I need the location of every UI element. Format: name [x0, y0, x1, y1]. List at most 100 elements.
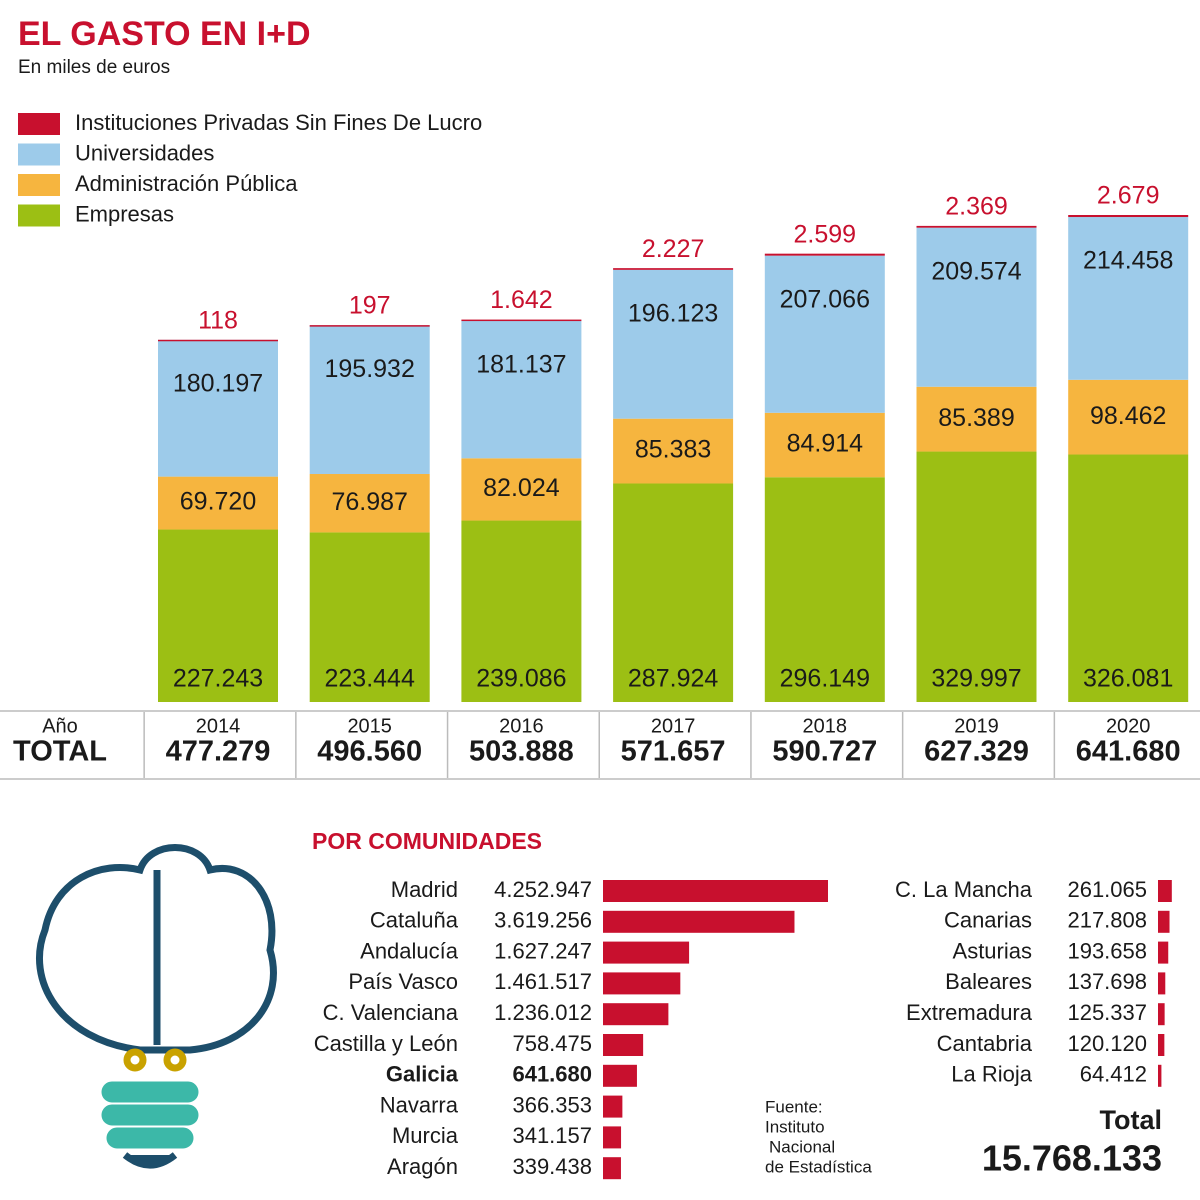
bar-segment — [764, 477, 885, 702]
value-label: 2.227 — [642, 235, 705, 263]
category-label: Baleares — [945, 969, 1032, 994]
bar-segment — [613, 269, 734, 419]
bar-segment — [309, 473, 430, 533]
bar-segment — [158, 339, 278, 342]
bar-segment — [461, 520, 582, 702]
value-label: 180.197 — [173, 369, 263, 397]
value-label: 195.932 — [325, 355, 415, 383]
bar — [603, 880, 828, 902]
grand-total-value: 15.768.133 — [982, 1138, 1162, 1179]
x-tick-label: 2018 — [803, 715, 848, 737]
value-label: 366.353 — [512, 1092, 592, 1117]
brain-illustration — [36, 844, 277, 1169]
value-label: 326.081 — [1083, 665, 1173, 693]
value-label: 193.658 — [1067, 938, 1147, 963]
grand-total-label: Total — [1100, 1105, 1163, 1135]
value-label: 76.987 — [331, 488, 407, 516]
value-label: 329.997 — [931, 665, 1021, 693]
category-label: Murcia — [392, 1123, 459, 1148]
category-label: La Rioja — [951, 1062, 1032, 1087]
bar-segment — [613, 268, 734, 270]
bar — [603, 1064, 637, 1087]
total-value: 627.329 — [924, 736, 1029, 768]
category-label: Cantabria — [937, 1031, 1033, 1056]
value-label: 1.236.012 — [494, 1000, 592, 1025]
value-label: 3.619.256 — [494, 908, 592, 933]
category-label: Canarias — [944, 908, 1032, 933]
value-label: 1.461.517 — [494, 969, 592, 994]
title: EL GASTO EN I+D — [18, 15, 311, 53]
category-label: C. La Mancha — [895, 877, 1033, 902]
value-label: 85.383 — [635, 436, 711, 464]
source-line: Fuente: — [765, 1097, 823, 1116]
total-value: 571.657 — [621, 736, 726, 768]
bar-segment — [158, 529, 278, 702]
value-label: 85.389 — [938, 404, 1014, 432]
value-label: 69.720 — [180, 488, 256, 516]
bar — [1158, 1064, 1162, 1087]
bar-segment — [158, 476, 278, 530]
bar-segment — [764, 253, 885, 256]
x-tick-label: 2019 — [954, 715, 999, 737]
row-label: Año — [42, 715, 78, 737]
legend-swatch — [18, 113, 60, 135]
bar — [603, 1095, 623, 1118]
x-tick-label: 2015 — [347, 715, 392, 737]
total-value: 641.680 — [1076, 736, 1181, 768]
bar — [1158, 880, 1172, 902]
value-label: 98.462 — [1090, 402, 1166, 430]
bar — [603, 1003, 669, 1026]
bar — [1158, 972, 1166, 995]
bar-segment — [309, 325, 430, 474]
bar — [1158, 1034, 1165, 1056]
value-label: 64.412 — [1080, 1062, 1147, 1087]
value-label: 239.086 — [476, 665, 566, 693]
bar — [1158, 910, 1170, 933]
category-label: Castilla y León — [314, 1031, 458, 1056]
category-label: C. Valenciana — [323, 1000, 459, 1025]
bar — [1158, 1003, 1165, 1026]
category-label: Madrid — [391, 877, 458, 902]
value-label: 341.157 — [512, 1123, 592, 1148]
total-value: 496.560 — [317, 736, 422, 768]
value-label: 1.642 — [490, 286, 553, 314]
legend-swatch — [18, 143, 60, 166]
bar-segment — [1068, 454, 1189, 702]
value-label: 196.123 — [628, 299, 718, 327]
bar-segment — [613, 483, 734, 702]
source-line: Nacional — [769, 1137, 835, 1156]
value-label: 261.065 — [1067, 877, 1147, 902]
x-tick-label: 2016 — [499, 715, 544, 737]
total-value: 590.727 — [772, 736, 877, 768]
value-label: 209.574 — [931, 257, 1021, 285]
x-tick-label: 2014 — [196, 715, 241, 737]
bar — [603, 941, 690, 964]
bar-segment — [1068, 215, 1189, 218]
bar — [603, 972, 681, 995]
value-label: 137.698 — [1067, 969, 1147, 994]
category-label: Extremadura — [906, 1000, 1033, 1025]
bar-segment — [916, 227, 1037, 387]
value-label: 4.252.947 — [494, 877, 592, 902]
value-label: 1.627.247 — [494, 938, 592, 963]
bar-segment — [764, 255, 885, 413]
category-label: País Vasco — [348, 969, 458, 994]
legend-label: Administración Pública — [75, 171, 298, 196]
bar-segment — [309, 325, 430, 327]
value-label: 223.444 — [325, 665, 415, 693]
value-label: 214.458 — [1083, 247, 1173, 275]
bar-segment — [309, 532, 430, 702]
value-label: 82.024 — [483, 474, 560, 502]
value-label: 197 — [349, 292, 391, 320]
bar-segment — [461, 319, 582, 322]
value-label: 118 — [198, 306, 238, 334]
bar-segment — [461, 320, 582, 459]
value-label: 181.137 — [476, 350, 566, 378]
value-label: 125.337 — [1067, 1000, 1147, 1025]
value-label: 758.475 — [512, 1031, 592, 1056]
row-label: TOTAL — [13, 736, 107, 768]
bar-segment — [916, 451, 1037, 702]
category-label: Cataluña — [370, 908, 459, 933]
source-line: de Estadística — [765, 1157, 872, 1176]
